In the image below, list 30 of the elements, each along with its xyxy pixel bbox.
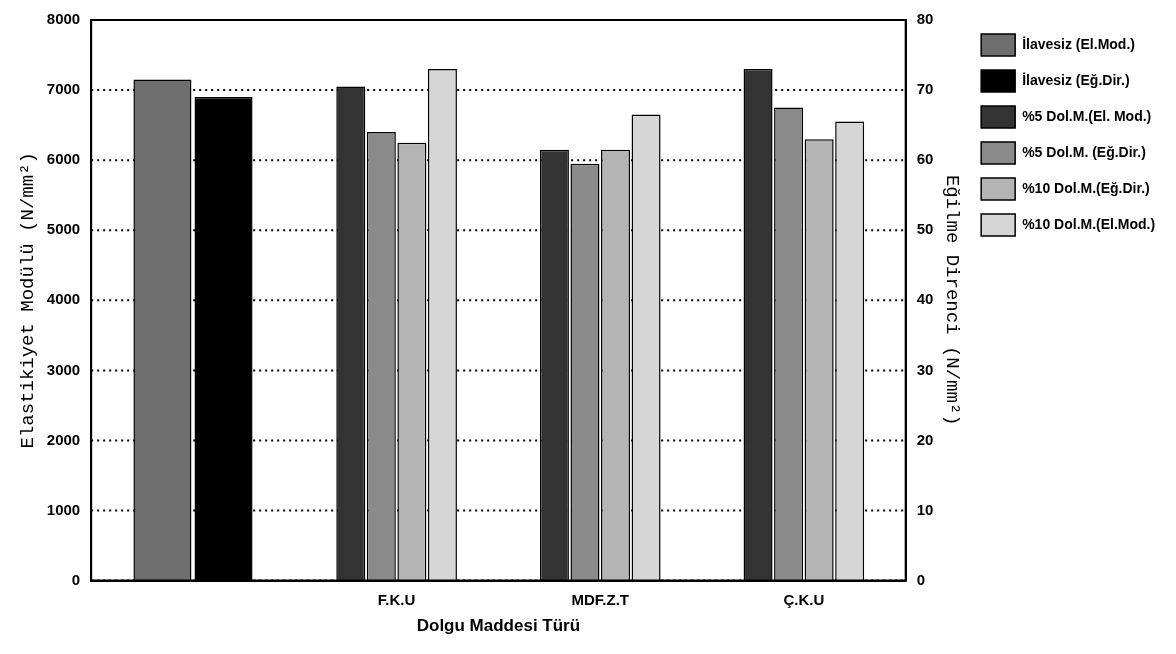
legend-label: İlavesiz (El.Mod.) [1022, 35, 1135, 52]
y2-tick-label: 40 [916, 290, 934, 308]
y2-tick-label: 60 [916, 150, 934, 168]
y2-tick-label: 70 [916, 80, 934, 98]
legend-label: %10 Dol.M.(El.Mod.) [1022, 215, 1156, 232]
x-axis-title: Dolgu Maddesi Türü [416, 616, 581, 636]
y-tick-label: 8000 [46, 10, 81, 28]
x-tick-label: MDF.Z.T [571, 590, 629, 608]
y-tick-label: 4000 [46, 290, 81, 308]
y-axis-title: Elastikiyet Modülü (N/mm²) [17, 152, 40, 449]
y2-tick-label: 20 [916, 430, 934, 448]
y2-tick-label: 0 [916, 570, 926, 588]
y2-tick-label: 80 [916, 10, 934, 28]
x-tick-label: F.K.U [377, 590, 416, 608]
y-tick-label: 7000 [46, 80, 81, 98]
y-tick-label: 2000 [46, 430, 81, 448]
y2-tick-label: 10 [916, 500, 934, 518]
y-tick-label: 6000 [46, 150, 81, 168]
legend-label: %10 Dol.M.(Eğ.Dir.) [1022, 179, 1150, 196]
legend-label: %5 Dol.M.(El. Mod.) [1022, 107, 1152, 124]
y2-tick-label: 30 [916, 360, 934, 378]
y-tick-label: 5000 [46, 220, 81, 238]
y-tick-label: 0 [71, 570, 81, 588]
x-tick-label: Ç.K.U [783, 590, 825, 608]
legend-label: İlavesiz (Eğ.Dir.) [1022, 71, 1130, 88]
y-tick-label: 1000 [46, 500, 81, 518]
y-tick-label: 3000 [46, 360, 81, 378]
y2-tick-label: 50 [916, 220, 934, 238]
legend-label: %5 Dol.M. (Eğ.Dir.) [1022, 143, 1146, 160]
y2-axis-title: Eğilme Direnci (N/mm²) [940, 174, 963, 426]
